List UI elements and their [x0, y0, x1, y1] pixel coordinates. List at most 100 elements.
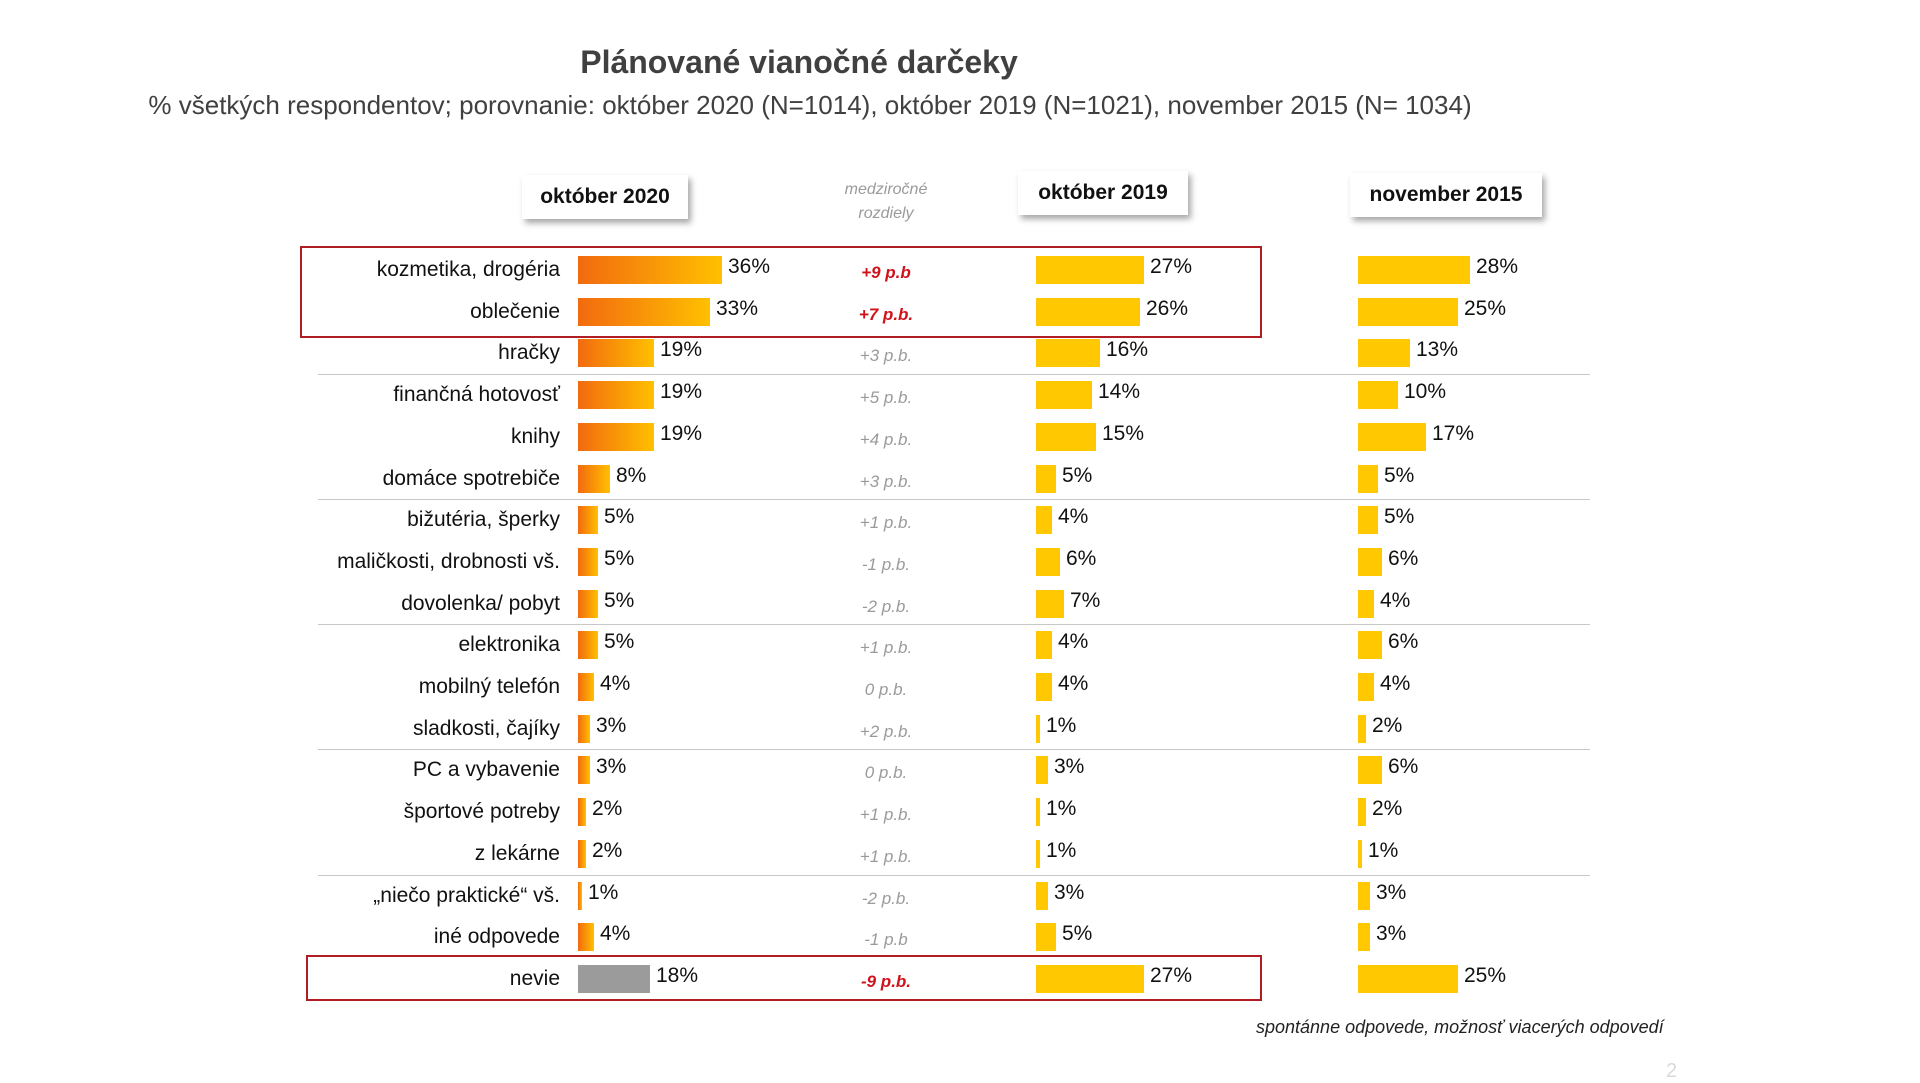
value-label-2019: 27% [1150, 963, 1193, 987]
bar-2019 [1036, 547, 1060, 576]
bar-2015 [1358, 547, 1382, 576]
bar-2020 [578, 798, 586, 827]
value-label-2020: 36% [728, 255, 771, 278]
bar-2020 [578, 923, 594, 952]
bar-2020 [578, 673, 594, 701]
category-label: finančná hotovosť [393, 383, 560, 407]
value-label-2019: 15% [1102, 421, 1145, 445]
value-label-2020: 2% [592, 838, 623, 862]
highlight-frame-top [300, 246, 1262, 338]
category-label: domáce spotrebiče [382, 466, 560, 490]
row-separator [318, 374, 1590, 376]
bar-2015 [1358, 256, 1470, 284]
bar-2020 [578, 839, 586, 868]
bar-2015 [1358, 589, 1374, 618]
chart-title: Plánované vianočné darčeky [580, 44, 1018, 80]
difference-label: +1 p.b. [859, 846, 913, 866]
value-label-2019: 5% [1062, 463, 1093, 487]
value-label-2015: 1% [1368, 838, 1399, 862]
value-label-2020: 5% [604, 630, 635, 654]
bar-2019 [1036, 297, 1140, 326]
header-differences-line1: medziročné [844, 181, 928, 198]
bar-2019 [1036, 798, 1040, 827]
value-label-2020: 3% [596, 755, 627, 779]
value-label-2020: 19% [660, 338, 703, 362]
bar-2020 [578, 464, 610, 493]
value-label-2015: 4% [1380, 588, 1411, 612]
category-label: knihy [510, 424, 560, 448]
header-differences: medziročné rozdiely [826, 178, 946, 226]
value-label-2015: 6% [1388, 630, 1419, 654]
header-oktober-2020: október 2020 [522, 175, 688, 219]
value-label-2015: 5% [1384, 505, 1415, 529]
bar-2019 [1036, 339, 1100, 368]
value-label-2015: 6% [1388, 546, 1419, 570]
bar-2019 [1036, 964, 1144, 993]
category-label: bižutéria, šperky [407, 508, 560, 532]
bar-2020 [578, 714, 590, 743]
row-separator [318, 499, 1590, 501]
bar-2020 [578, 381, 654, 410]
bar-2020 [578, 422, 654, 451]
value-label-2020: 33% [716, 296, 759, 320]
bar-2015 [1358, 422, 1426, 451]
value-label-2020: 19% [660, 380, 703, 404]
bar-2019 [1036, 839, 1040, 868]
bar-2020 [578, 339, 654, 368]
difference-label: -1 p.b [864, 930, 908, 950]
difference-label: 0 p.b. [864, 763, 908, 783]
bar-2019 [1036, 923, 1056, 952]
bar-2015 [1358, 839, 1362, 868]
difference-label: -1 p.b. [861, 554, 911, 574]
category-label: kozmetika, drogéria [376, 258, 560, 281]
highlight-frame-bottom [306, 955, 1262, 1001]
value-label-2015: 28% [1476, 255, 1519, 278]
difference-label: -9 p.b. [860, 971, 912, 991]
value-label-2020: 4% [600, 672, 631, 695]
difference-label: +5 p.b. [859, 388, 913, 408]
value-label-2019: 4% [1058, 672, 1089, 695]
bar-2015 [1358, 631, 1382, 660]
value-label-2019: 1% [1046, 838, 1077, 862]
value-label-2020: 4% [600, 922, 631, 946]
bar-2020 [578, 964, 650, 993]
value-label-2020: 3% [596, 713, 627, 737]
bar-2020 [578, 256, 722, 284]
bar-2019 [1036, 673, 1052, 701]
bar-2015 [1358, 464, 1378, 493]
bar-2019 [1036, 881, 1048, 910]
bar-2019 [1036, 422, 1096, 451]
row-separator [318, 624, 1590, 626]
row-separator [318, 874, 1590, 876]
value-label-2015: 2% [1372, 797, 1403, 821]
value-label-2019: 4% [1058, 630, 1089, 654]
bar-2019 [1036, 381, 1092, 410]
bar-2020 [578, 756, 590, 785]
bar-2015 [1358, 297, 1458, 326]
header-differences-line2: rozdiely [858, 205, 914, 222]
page-number: 2 [1666, 1060, 1678, 1082]
value-label-2019: 6% [1066, 546, 1097, 570]
value-label-2020: 2% [592, 797, 623, 821]
bar-2015 [1358, 756, 1382, 785]
footnote: spontánne odpovede, možnosť viacerých od… [1256, 1017, 1664, 1037]
value-label-2020: 5% [604, 588, 635, 612]
bar-2020 [578, 881, 582, 910]
value-label-2019: 3% [1054, 880, 1085, 904]
value-label-2015: 25% [1464, 296, 1507, 320]
category-label: „niečo praktické“ vš. [373, 883, 560, 907]
value-label-2019: 4% [1058, 505, 1089, 529]
bar-2015 [1358, 381, 1398, 410]
value-label-2015: 3% [1376, 880, 1407, 904]
value-label-2019: 1% [1046, 797, 1077, 821]
row-separator [318, 749, 1590, 751]
difference-label: +3 p.b. [859, 471, 913, 491]
header-oktober-2019: október 2019 [1018, 171, 1188, 215]
value-label-2019: 14% [1098, 380, 1141, 404]
value-label-2015: 25% [1464, 963, 1507, 987]
category-label: iné odpovede [433, 925, 560, 949]
value-label-2019: 7% [1070, 588, 1101, 612]
difference-label: +1 p.b. [859, 513, 913, 533]
value-label-2020: 5% [604, 546, 635, 570]
bar-2015 [1358, 339, 1410, 368]
